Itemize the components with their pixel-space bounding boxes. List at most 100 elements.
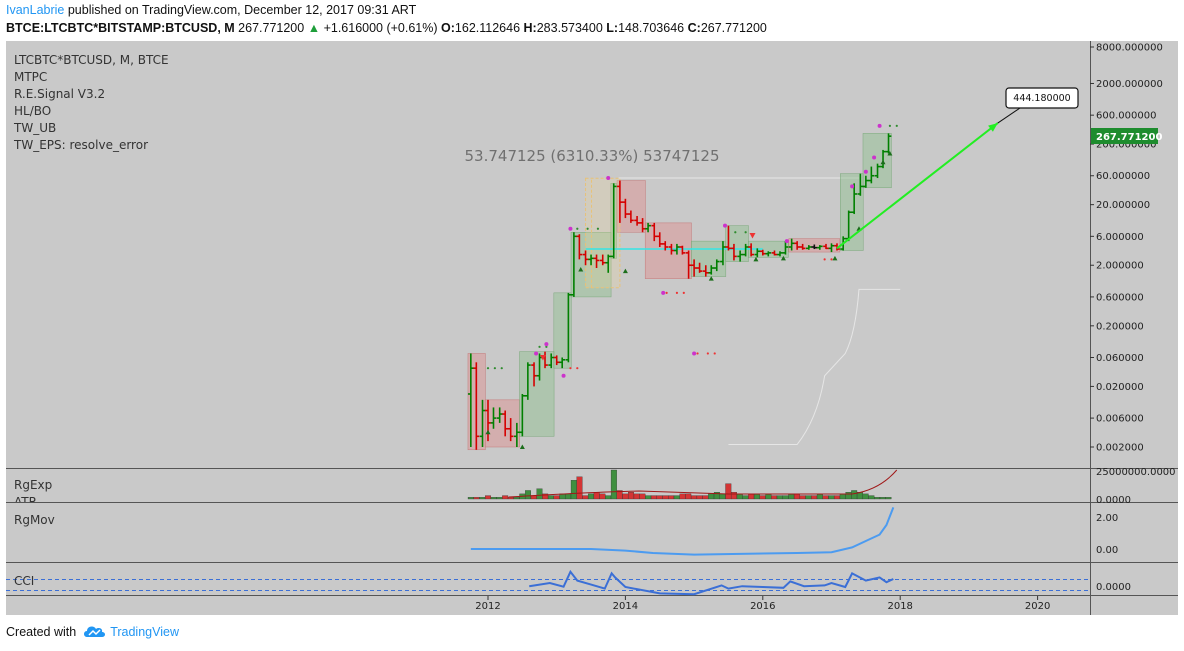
ohlc-bar [713, 259, 720, 272]
ohlc-bar [868, 166, 875, 184]
overlay-label-mtpc[interactable]: MTPC [14, 70, 47, 84]
price-bars [467, 133, 892, 450]
rgexp-bar [731, 492, 737, 500]
rgexp-bar [679, 493, 686, 500]
rgexp-bar [691, 495, 697, 500]
ohlc-bar [668, 243, 675, 255]
ohlc-bar [708, 265, 715, 275]
ohlc-bar [502, 410, 509, 437]
rgexp-bar [473, 497, 480, 500]
rgexp-bar [702, 495, 709, 500]
rgmov-label[interactable]: RgMov [14, 513, 55, 527]
rgmov-axis-zero: 0.00 [1096, 545, 1118, 556]
rgexp-bar [507, 497, 514, 500]
price-change: +1.616000 (+0.61%) [323, 21, 438, 35]
rgmov-line [470, 507, 895, 556]
signal-dot [830, 258, 833, 261]
ohlc-bar [553, 355, 560, 366]
signal-dot [665, 291, 668, 294]
ohlc-bar [479, 399, 486, 447]
target-callout-text: 444.180000 [1013, 93, 1070, 104]
ohlc-bar [582, 250, 589, 266]
rgexp-bar [782, 495, 789, 500]
bear-range-box [616, 180, 646, 233]
rgexp-bar [879, 497, 886, 500]
price-badge-bg [1091, 128, 1158, 144]
chart-area[interactable]: 8000.000000 2000.000000 600.000000 200.0000… [0, 40, 1184, 615]
ohlc-bar [788, 238, 795, 251]
author-link[interactable]: IvanLabrie [6, 3, 65, 17]
bear-range-box [644, 222, 692, 279]
ohlc-bar [524, 362, 531, 400]
overlay-label-resignal[interactable]: R.E.Signal V3.2 [14, 87, 105, 101]
rgexp-label[interactable]: RgExp [14, 478, 52, 492]
rgexp-bar [765, 493, 772, 500]
time-axis-label: 2016 [750, 601, 775, 612]
close-value: 267.771200 [700, 21, 767, 35]
price-axis-label: 0.060000 [1096, 353, 1144, 364]
tradingview-cloud-icon [82, 624, 106, 641]
signal-triangle [622, 268, 628, 274]
overlay-label-hlbo[interactable]: HL/BO [14, 104, 51, 118]
ohlc-bar [834, 243, 840, 251]
rgexp-bar [673, 495, 680, 500]
signal-triangle [880, 159, 886, 165]
rgexp-bar [485, 495, 491, 500]
high-label: H: [523, 21, 537, 35]
time-axis-bg [6, 596, 1178, 615]
rgexp-bar [696, 495, 703, 500]
signal-marker [661, 290, 666, 295]
symbol-info: BTCE:LTCBTC*BITSTAMP:BTCUSD, M 267.77120… [6, 21, 767, 35]
rgexp-bar [771, 495, 778, 500]
price-axis-label: 2.000000 [1096, 261, 1144, 272]
signal-dot [576, 227, 579, 230]
ohlc-bar [737, 250, 743, 262]
ohlc-bar [851, 183, 858, 215]
rgexp-bar [605, 495, 612, 500]
overlay-label-tweps[interactable]: TW_EPS: resolve_error [13, 138, 148, 152]
signal-marker [872, 155, 877, 160]
cci-label[interactable]: CCI [14, 574, 34, 588]
signal-dot [888, 124, 891, 127]
rgexp-bar [599, 493, 606, 500]
rgexp-bar [839, 493, 846, 500]
time-axis-label: 2018 [887, 601, 912, 612]
rgexp-bar [565, 493, 572, 500]
bull-range-box [862, 133, 892, 189]
ohlc-bar [823, 243, 829, 250]
rgexp-bar [576, 476, 583, 500]
ohlc-bar [794, 241, 801, 250]
rgexp-bar [719, 493, 726, 500]
rgexp-bar [582, 495, 589, 500]
rgexp-bar [834, 495, 840, 500]
price-axis-label: 0.200000 [1096, 321, 1144, 332]
ohlc-bar [857, 173, 864, 196]
low-value: 148.703646 [618, 21, 685, 35]
atr-label[interactable]: ATR [14, 495, 37, 509]
rgexp-bar [868, 495, 875, 500]
price-axis-label: 60.000000 [1096, 171, 1150, 182]
signal-dot [545, 345, 548, 348]
ohlc-bar [662, 241, 669, 251]
price-axis-label: 600.000000 [1096, 111, 1156, 122]
overlay-label-symbol[interactable]: LTCBTC*BTCUSD, M, BTCE [14, 53, 169, 67]
rgexp-bar [811, 495, 818, 500]
price-axis-bg [1090, 41, 1178, 595]
signal-dot [576, 367, 579, 370]
ohlc-bar [490, 407, 497, 429]
signal-triangle [578, 267, 584, 272]
rgexp-bar [736, 493, 743, 500]
target-callout-box [1005, 87, 1079, 109]
signal-dot [538, 345, 541, 348]
ohlc-bar [799, 243, 806, 250]
signal-dot [586, 227, 589, 230]
ohlc-bar [565, 292, 572, 363]
rgexp-bar [845, 492, 852, 500]
target-callout[interactable]: 444.180000 [997, 87, 1079, 124]
overlay-label-twub[interactable]: TW_UB [13, 121, 56, 135]
tradingview-link[interactable]: TradingView [110, 624, 179, 639]
ohlc-bar [593, 254, 600, 269]
signal-dots [485, 123, 898, 449]
created-with-text: Created with [6, 624, 77, 639]
ohlc-bar [685, 250, 692, 279]
